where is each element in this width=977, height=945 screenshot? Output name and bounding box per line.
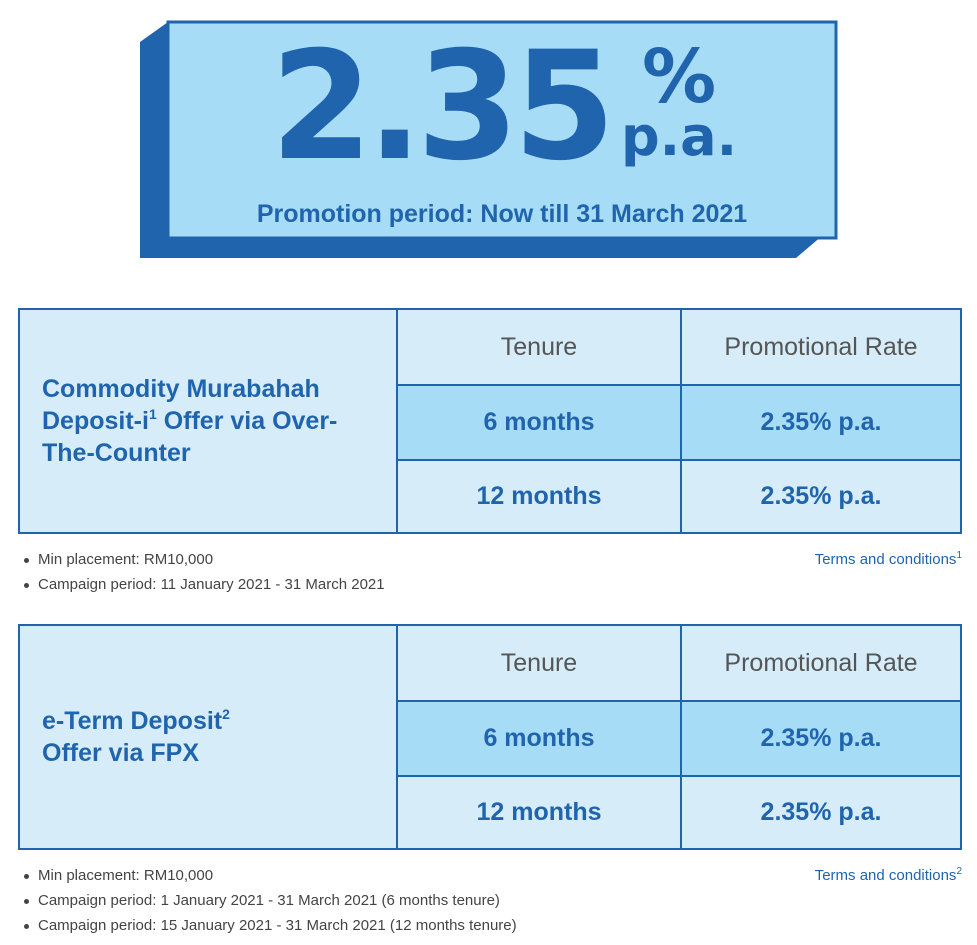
- rate-display: 2.35 % p.a.: [168, 32, 836, 182]
- offer-notes-e-term-deposit: Min placement: RM10,000 Campaign period:…: [22, 863, 962, 938]
- rate-cell: 2.35% p.a.: [680, 775, 960, 848]
- offer-title-text: Commodity Murabahah Deposit-i1 Offer via…: [42, 373, 376, 469]
- terms-label[interactable]: Terms and conditions: [814, 867, 957, 884]
- header-tenure: Tenure: [398, 626, 680, 700]
- notes-list: Min placement: RM10,000 Campaign period:…: [22, 547, 962, 597]
- offer-title-main: Commodity Murabahah Deposit-i: [42, 375, 320, 435]
- offer-title-footnote: 1: [148, 406, 157, 422]
- banner-face: [166, 20, 838, 240]
- rate-percent-sign: %: [641, 34, 717, 120]
- tenure-cell: 12 months: [398, 459, 680, 532]
- offer-table-commodity-murabahah: Commodity Murabahah Deposit-i1 Offer via…: [18, 308, 962, 534]
- tenure-cell: 6 months: [398, 384, 680, 459]
- header-promotional-rate: Promotional Rate: [680, 626, 960, 700]
- header-tenure: Tenure: [398, 310, 680, 384]
- rate-cell: 2.35% p.a.: [680, 384, 960, 459]
- rate-cell: 2.35% p.a.: [680, 700, 960, 775]
- note-min-placement: Min placement: RM10,000: [22, 547, 962, 572]
- banner-content: 2.35 % p.a. Promotion period: Now till 3…: [168, 22, 836, 252]
- header-promotional-rate: Promotional Rate: [680, 310, 960, 384]
- banner-3d-frame: [140, 20, 838, 258]
- terms-label[interactable]: Terms and conditions: [814, 551, 957, 568]
- terms-and-conditions-link[interactable]: Terms and conditions2: [815, 863, 962, 888]
- terms-footnote[interactable]: 2: [956, 866, 962, 877]
- notes-list: Min placement: RM10,000 Campaign period:…: [22, 863, 962, 938]
- rate-cell: 2.35% p.a.: [680, 459, 960, 532]
- offer-title-main: e-Term Deposit: [42, 707, 223, 735]
- note-campaign-period-6-months: Campaign period: 1 January 2021 - 31 Mar…: [22, 888, 962, 913]
- offer-title-tail: Offer via FPX: [42, 739, 199, 767]
- tenure-cell: 6 months: [398, 700, 680, 775]
- offer-title-footnote: 2: [222, 706, 230, 722]
- terms-footnote[interactable]: 1: [956, 550, 962, 561]
- note-min-placement: Min placement: RM10,000: [22, 863, 962, 888]
- note-campaign-period: Campaign period: 11 January 2021 - 31 Ma…: [22, 572, 962, 597]
- rate-number: 2.35: [270, 20, 615, 194]
- offer-title-text: e-Term Deposit2 Offer via FPX: [42, 705, 230, 769]
- offer-title: Commodity Murabahah Deposit-i1 Offer via…: [20, 310, 398, 532]
- note-campaign-period-12-months: Campaign period: 15 January 2021 - 31 Ma…: [22, 913, 962, 938]
- tenure-cell: 12 months: [398, 775, 680, 848]
- offer-notes-commodity-murabahah: Min placement: RM10,000 Campaign period:…: [22, 547, 962, 597]
- offer-title: e-Term Deposit2 Offer via FPX: [20, 626, 398, 848]
- rate-suffix: % p.a.: [620, 34, 738, 168]
- offer-table-e-term-deposit: e-Term Deposit2 Offer via FPX Tenure Prom…: [18, 624, 962, 850]
- offer-title-tail: Offer via Over-The-Counter: [42, 407, 338, 467]
- rate-per-annum: p.a.: [620, 105, 738, 168]
- promotion-period: Promotion period: Now till 31 March 2021: [256, 200, 748, 228]
- promo-banner: 2.35 % p.a. Promotion period: Now till 3…: [140, 18, 840, 262]
- terms-and-conditions-link[interactable]: Terms and conditions1: [815, 547, 962, 572]
